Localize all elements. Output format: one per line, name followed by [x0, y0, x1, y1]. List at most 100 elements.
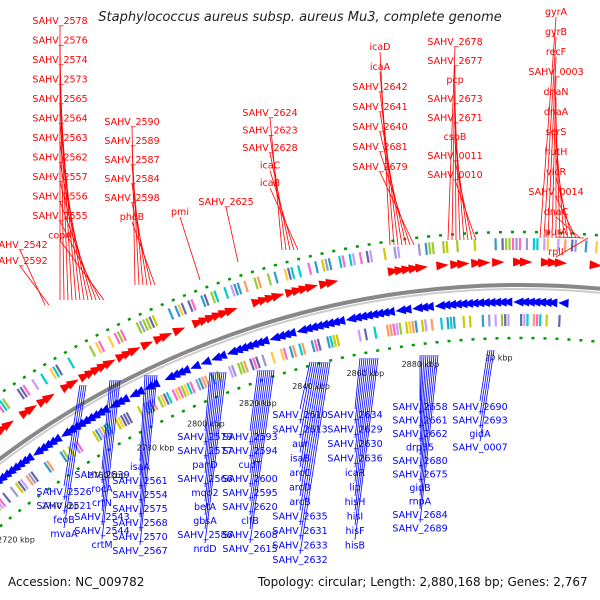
reverse-gene-label: SAHV_2594	[222, 446, 277, 457]
reverse-gene-arrow	[423, 301, 435, 311]
inner-annotation-bar	[313, 339, 319, 352]
outer-annotation-bar	[213, 290, 220, 303]
reverse-gene-arrow	[395, 305, 407, 315]
forward-gene-label: SAHV_2565	[32, 94, 87, 105]
reverse-gene-arrow	[434, 300, 446, 310]
reverse-gene-arrow	[490, 297, 502, 307]
forward-gene-arrow	[271, 292, 285, 302]
reverse-leader-line	[139, 374, 146, 462]
outer-annotation-bar	[174, 305, 181, 318]
forward-leader-line	[59, 162, 89, 301]
reverse-gene-arrow	[462, 298, 474, 308]
inner-annotation-bar	[162, 393, 170, 406]
reverse-leader-line	[139, 374, 158, 546]
feature-tracks	[0, 230, 600, 529]
outer-annotation-bar	[0, 400, 8, 412]
reverse-gene-label: SAHV_2566	[177, 474, 232, 485]
forward-gene-label: SAHV_0010	[427, 170, 482, 181]
forward-leader-line	[451, 65, 456, 241]
reverse-gene-label: rnpA	[409, 497, 432, 508]
gene-labels: SAHV_2578 SAHV_2576 SAHV_2574 SAHV_2573 SAHV…	[0, 7, 584, 566]
inner-annotation-bar	[395, 323, 400, 336]
inner-annotation-bar	[97, 427, 106, 439]
reverse-gene-label: panD	[192, 460, 217, 471]
reverse-gene-arrow	[518, 297, 530, 307]
forward-gene-label: SAHV_2598	[104, 193, 159, 204]
outer-annotation-bar	[594, 241, 599, 254]
reverse-leader-line	[299, 361, 321, 482]
reverse-leader-line	[419, 354, 439, 523]
inner-annotation-bar	[411, 320, 415, 334]
reverse-gene-label: lip	[349, 483, 360, 494]
inner-annotation-bar	[282, 347, 289, 360]
outer-annotation-bar	[428, 242, 432, 255]
forward-gene-label: SAHV_2678	[427, 37, 482, 48]
forward-leader-line	[379, 171, 415, 246]
inner-annotation-bar	[117, 416, 125, 429]
genome-summary: Topology: circular; Length: 2,880,168 bp…	[258, 575, 588, 589]
forward-leader-line	[555, 136, 565, 239]
reverse-leader-line	[63, 384, 81, 487]
outer-annotation-bar	[97, 340, 106, 353]
reverse-leader-line	[101, 379, 113, 484]
forward-gene-label: SAHV_2563	[32, 133, 87, 144]
forward-leader-line	[131, 221, 156, 286]
outer-annotation-bar	[283, 268, 289, 281]
reverse-gene-label: SAHV_2636	[327, 454, 382, 465]
reverse-leader-line	[354, 357, 361, 410]
inner-annotation-bar	[288, 346, 295, 359]
forward-gene-arrow	[408, 264, 422, 274]
outer-annotation-bar	[145, 317, 153, 330]
reverse-leader-line	[354, 357, 373, 497]
reverse-gene-label: SAHV_2575	[112, 504, 167, 515]
reverse-gene-arrow	[546, 298, 558, 308]
forward-gene-label: pcp	[446, 75, 463, 86]
reverse-gene-arrow	[356, 311, 368, 321]
forward-gene-label: SAHV_2555	[32, 211, 87, 222]
inner-annotation-bar	[145, 401, 153, 414]
outer-annotation-bar	[584, 240, 588, 253]
inner-annotation-bar	[189, 381, 196, 394]
reverse-gene-arrow	[445, 299, 457, 309]
reverse-gene-label: SAHV_2634	[327, 410, 382, 421]
outer-annotation-bar	[203, 293, 210, 306]
reverse-gene-arrow	[457, 299, 468, 309]
reverse-gene-arrow	[345, 313, 357, 323]
reverse-gene-label: SAHV_2632	[272, 555, 327, 566]
reverse-gene-label: arcB	[289, 497, 310, 508]
ruler-tick-label: 2780 kbp	[137, 443, 175, 452]
reverse-gene-label: SAHV_2567	[112, 546, 167, 557]
forward-gene-label: SAHV_2542	[0, 240, 48, 251]
inner-annotation-bar	[125, 411, 134, 424]
reverse-gene-arrow	[530, 297, 541, 307]
forward-leader-line	[555, 236, 585, 239]
inner-annotation-bar	[2, 492, 12, 504]
reverse-leader-line	[479, 349, 489, 402]
forward-gene-arrow	[304, 283, 318, 293]
forward-leader-line	[555, 156, 569, 239]
reverse-leader-line	[419, 354, 431, 469]
reverse-leader-line	[419, 354, 437, 510]
forward-gene-arrow	[512, 257, 526, 267]
reverse-leader-line	[299, 361, 319, 468]
outer-annotation-bar	[324, 258, 330, 271]
reverse-leader-line	[479, 349, 493, 429]
reverse-gene-arrow	[174, 367, 187, 376]
reverse-leader-line	[63, 384, 83, 501]
reverse-gene-arrow	[258, 335, 271, 345]
outer-annotation-bar	[382, 248, 387, 261]
reverse-gene-arrow	[119, 393, 131, 403]
forward-gene-label: SAHV_2677	[427, 56, 482, 67]
reverse-leader-line	[354, 357, 369, 468]
inner-annotation-bar	[316, 338, 322, 351]
reverse-gene-label: SAHV_2586	[177, 530, 232, 541]
reverse-leader-line	[299, 361, 317, 453]
forward-leader-line	[379, 131, 407, 246]
reverse-leader-line	[249, 369, 275, 544]
reverse-gene-label: SAHV_2620	[222, 502, 277, 513]
reverse-gene-arrow	[417, 302, 429, 312]
reverse-leader-line	[63, 384, 85, 515]
reverse-gene-arrow	[412, 303, 424, 313]
inner-annotation-bar	[385, 324, 390, 337]
